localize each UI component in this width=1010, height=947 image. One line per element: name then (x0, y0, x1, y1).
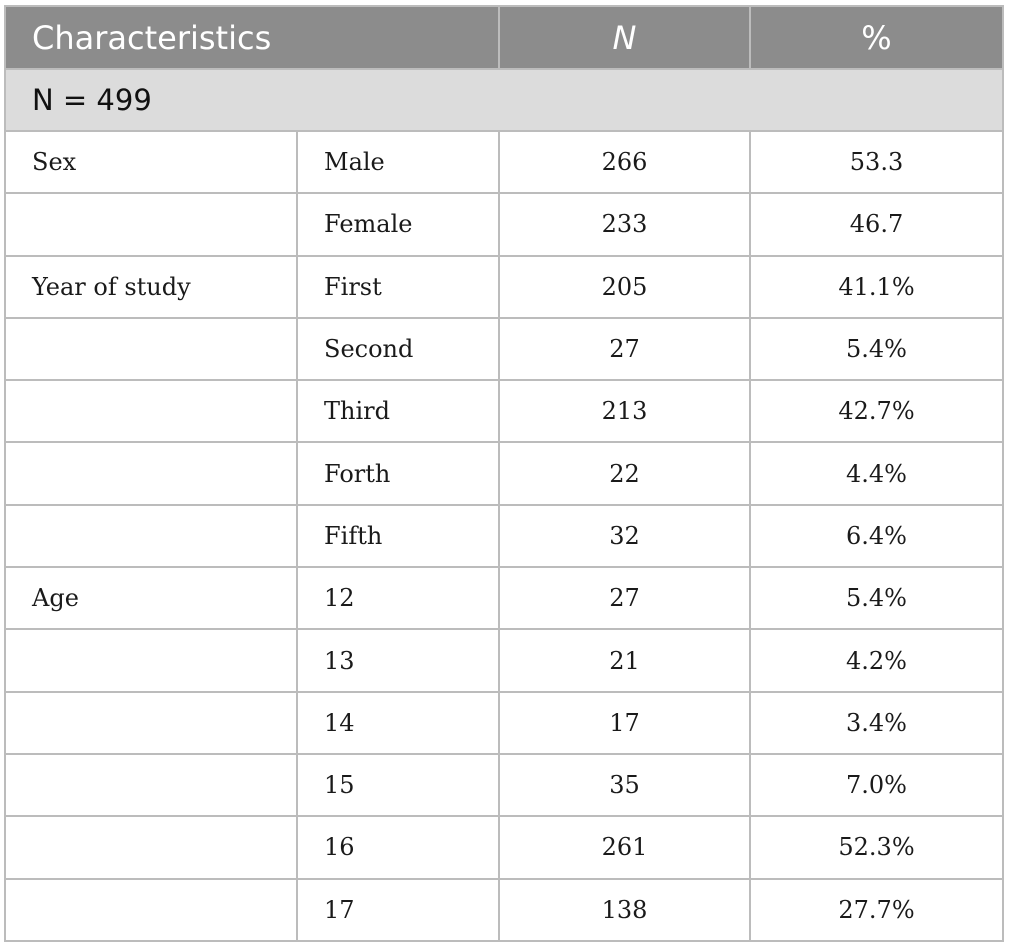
category-cell: Age (4, 566, 298, 631)
table-row: 15 35 7.0% (4, 752, 1004, 818)
table-row: Forth 22 4.4% (4, 441, 1004, 506)
category-cell: Sex (4, 129, 298, 195)
subcategory-cell: First (296, 254, 500, 319)
table-row: Female 233 46.7 (4, 192, 1004, 257)
table-row: Sex Male 266 53.3 (4, 129, 1004, 195)
n-cell: 138 (498, 877, 751, 942)
table-row: 16 261 52.3% (4, 815, 1004, 880)
n-cell: 17 (498, 690, 751, 755)
subcategory-cell: Third (296, 379, 500, 444)
n-cell: 213 (498, 379, 751, 444)
table-row: Fifth 32 6.4% (4, 503, 1004, 569)
percent-cell: 3.4% (749, 690, 1004, 755)
subcategory-cell: Forth (296, 441, 500, 506)
percent-cell: 42.7% (749, 379, 1004, 444)
category-cell (4, 379, 298, 444)
subcategory-cell: 16 (296, 815, 500, 880)
subcategory-cell: 14 (296, 690, 500, 755)
n-cell: 233 (498, 192, 751, 257)
n-cell: 22 (498, 441, 751, 506)
percent-cell: 7.0% (749, 752, 1004, 818)
category-cell: Year of study (4, 254, 298, 319)
n-cell: 205 (498, 254, 751, 319)
percent-cell: 46.7 (749, 192, 1004, 257)
table-row: 13 21 4.2% (4, 628, 1004, 693)
percent-cell: 5.4% (749, 316, 1004, 382)
percent-cell: 5.4% (749, 566, 1004, 631)
subcategory-cell: 15 (296, 752, 500, 818)
category-cell (4, 192, 298, 257)
category-cell (4, 316, 298, 382)
n-cell: 27 (498, 316, 751, 382)
subcategory-cell: Second (296, 316, 500, 382)
header-row: Characteristics N % (4, 5, 1004, 70)
table-row: 17 138 27.7% (4, 877, 1004, 942)
header-n: N (498, 5, 751, 70)
n-cell: 266 (498, 129, 751, 195)
total-label: N = 499 (4, 68, 1004, 132)
category-cell (4, 752, 298, 818)
percent-cell: 4.2% (749, 628, 1004, 693)
header-percent: % (749, 5, 1004, 70)
table-row: 14 17 3.4% (4, 690, 1004, 755)
total-row: N = 499 (4, 68, 1004, 132)
table-container: Characteristics N % N = 499 Sex Male 266… (4, 5, 1004, 942)
percent-cell: 27.7% (749, 877, 1004, 942)
category-cell (4, 877, 298, 942)
n-cell: 32 (498, 503, 751, 569)
subcategory-cell: 13 (296, 628, 500, 693)
subcategory-cell: Fifth (296, 503, 500, 569)
category-cell (4, 503, 298, 569)
subcategory-cell: 17 (296, 877, 500, 942)
category-cell (4, 628, 298, 693)
characteristics-table: Characteristics N % N = 499 Sex Male 266… (4, 5, 1004, 942)
percent-cell: 4.4% (749, 441, 1004, 506)
header-characteristics: Characteristics (4, 5, 500, 70)
subcategory-cell: Female (296, 192, 500, 257)
table-row: Year of study First 205 41.1% (4, 254, 1004, 319)
category-cell (4, 441, 298, 506)
percent-cell: 52.3% (749, 815, 1004, 880)
n-cell: 35 (498, 752, 751, 818)
percent-cell: 41.1% (749, 254, 1004, 319)
percent-cell: 6.4% (749, 503, 1004, 569)
subcategory-cell: 12 (296, 566, 500, 631)
table-row: Age 12 27 5.4% (4, 566, 1004, 631)
subcategory-cell: Male (296, 129, 500, 195)
category-cell (4, 690, 298, 755)
n-cell: 27 (498, 566, 751, 631)
table-row: Third 213 42.7% (4, 379, 1004, 444)
percent-cell: 53.3 (749, 129, 1004, 195)
category-cell (4, 815, 298, 880)
n-cell: 21 (498, 628, 751, 693)
n-cell: 261 (498, 815, 751, 880)
table-row: Second 27 5.4% (4, 316, 1004, 382)
